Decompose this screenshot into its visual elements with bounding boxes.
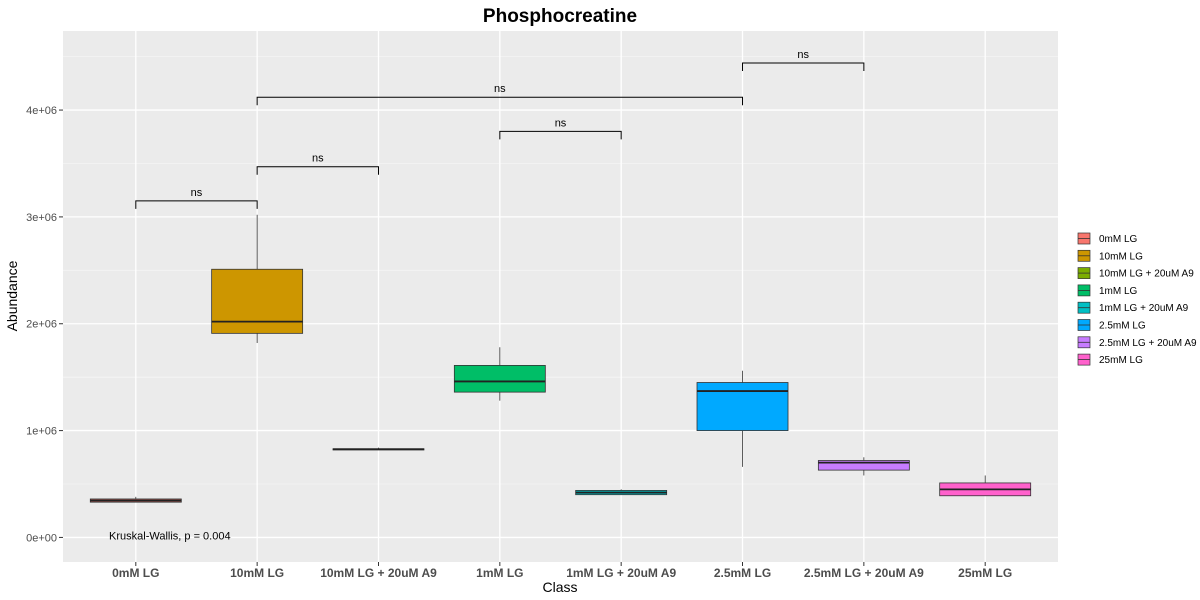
legend-label: 2.5mM LG: [1099, 321, 1146, 332]
box-body: [453, 365, 546, 393]
legend-label: 1mM LG: [1099, 286, 1138, 297]
box-7: [817, 457, 910, 476]
y-axis-ticks: 0e+00 1e+06 2e+06 3e+06 4e+06: [26, 105, 63, 544]
legend-item-2: 10mM LG: [1077, 249, 1143, 262]
x-tick-label: 25mM LG: [958, 566, 1012, 580]
box-6: [696, 370, 789, 467]
box-series: [89, 214, 1032, 503]
significance-label: ns: [494, 83, 506, 95]
legend-item-1: 0mM LG: [1077, 232, 1138, 245]
legend-label: 1mM LG + 20uM A9: [1099, 303, 1189, 314]
comparison-bracket-4: ns: [256, 83, 744, 106]
legend-label: 25mM LG: [1099, 355, 1143, 366]
bracket-line: [742, 62, 865, 72]
legend-label: 10mM LG: [1099, 251, 1143, 262]
box-5: [575, 489, 668, 496]
significance-label: ns: [555, 117, 567, 129]
legend-label: 10mM LG + 20uM A9: [1099, 269, 1194, 280]
comparison-bracket-3: ns: [499, 117, 622, 140]
significance-label: ns: [312, 153, 324, 165]
y-tick-label: 0e+00: [26, 532, 57, 544]
y-tick-label: 1e+06: [26, 426, 57, 438]
box-body: [817, 460, 910, 471]
x-tick-label: 1mM LG + 20uM A9: [566, 566, 676, 580]
kruskal-wallis-annotation: Kruskal-Wallis, p = 0.004: [109, 530, 231, 542]
legend-label: 0mM LG: [1099, 234, 1138, 245]
legend-item-7: 2.5mM LG + 20uM A9: [1077, 336, 1197, 349]
legend-label: 2.5mM LG + 20uM A9: [1099, 338, 1197, 349]
bracket-line: [256, 166, 379, 175]
y-tick-label: 3e+06: [26, 212, 57, 224]
box-3: [332, 447, 425, 451]
comparison-bracket-1: ns: [135, 187, 258, 209]
significance-label: ns: [191, 187, 203, 199]
box-4: [453, 347, 546, 401]
x-axis-title: Class: [542, 579, 577, 595]
comparison-bracket-5: ns: [742, 49, 865, 72]
box-body: [696, 382, 789, 431]
legend-item-3: 10mM LG + 20uM A9: [1077, 267, 1194, 280]
significance-brackets: ns ns ns ns ns: [135, 49, 865, 209]
x-tick-label: 1mM LG: [476, 566, 523, 580]
box-2: [211, 214, 304, 343]
bracket-line: [499, 130, 622, 140]
y-tick-label: 4e+06: [26, 105, 57, 117]
x-tick-label: 2.5mM LG: [714, 566, 771, 580]
box-body: [211, 268, 304, 334]
y-axis-title: Abundance: [4, 260, 20, 331]
legend-item-6: 2.5mM LG: [1077, 319, 1146, 332]
box-8: [939, 475, 1032, 497]
x-tick-label: 10mM LG + 20uM A9: [320, 566, 437, 580]
legend: 0mM LG 10mM LG 10mM LG + 20uM A9 1mM LG 1mM …: [1077, 232, 1197, 366]
comparison-bracket-2: ns: [256, 153, 379, 175]
x-tick-label: 2.5mM LG + 20uM A9: [804, 566, 924, 580]
legend-item-8: 25mM LG: [1077, 353, 1143, 366]
x-tick-label: 10mM LG: [230, 566, 284, 580]
y-tick-label: 2e+06: [26, 319, 57, 331]
significance-label: ns: [797, 49, 809, 61]
bracket-line: [135, 200, 258, 209]
legend-item-5: 1mM LG + 20uM A9: [1077, 301, 1189, 314]
bracket-line: [256, 96, 744, 106]
chart-title: Phosphocreatine: [483, 6, 637, 27]
legend-item-4: 1mM LG: [1077, 284, 1138, 297]
x-axis-ticks: 0mM LG 10mM LG 10mM LG + 20uM A9 1mM LG 1mM …: [112, 562, 1012, 580]
box-1: [89, 496, 182, 503]
x-tick-label: 0mM LG: [112, 566, 159, 580]
